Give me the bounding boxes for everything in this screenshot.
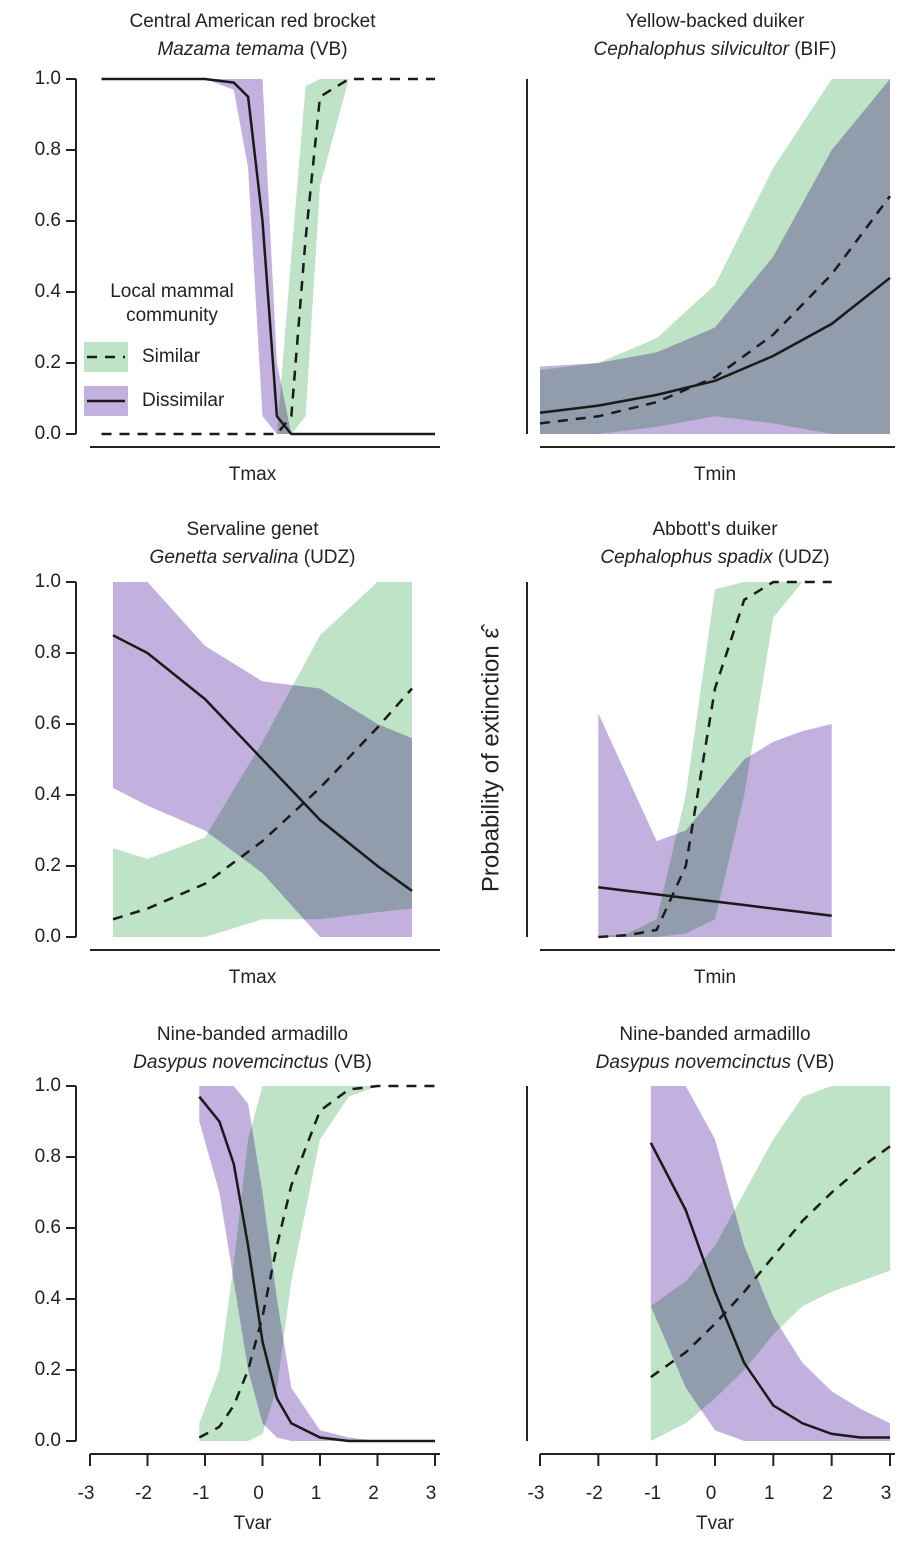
x-tick-label: -3: [78, 1483, 95, 1504]
panel-subtitle: Cephalophus spadix (UDZ): [600, 547, 829, 568]
y-tick-label: 0.8: [35, 139, 61, 160]
species-name: Genetta servalina: [150, 547, 299, 568]
figure: Probability of extinction ε̂ Central Ame…: [0, 0, 911, 1541]
x-axis-label: Tmin: [694, 464, 736, 485]
species-name: Dasypus novemcinctus: [133, 1052, 329, 1073]
x-tick-label: 2: [822, 1483, 833, 1504]
y-tick-label: 0.8: [35, 1146, 61, 1167]
y-tick-label: 0.8: [35, 642, 61, 663]
panel-subtitle: Genetta servalina (UDZ): [150, 547, 356, 568]
panel-title: Yellow-backed duiker: [626, 11, 806, 32]
x-axis-label: Tmin: [694, 967, 736, 988]
legend-label: Similar: [142, 346, 201, 367]
x-tick-label: 1: [311, 1483, 322, 1504]
y-tick-label: 0.4: [35, 1288, 62, 1309]
y-tick-label: 1.0: [35, 1075, 61, 1096]
panel-subtitle: Cephalophus silvicultor (BIF): [594, 39, 837, 60]
panel-subtitle: Mazama temama (VB): [157, 39, 347, 60]
species-name: Cephalophus silvicultor: [594, 39, 790, 60]
x-tick-label: -2: [586, 1483, 603, 1504]
y-tick-label: 1.0: [35, 571, 61, 592]
y-axis-label: Probability of extinction ε̂: [477, 624, 504, 892]
x-tick-label: -1: [193, 1483, 210, 1504]
y-tick-label: 0.2: [35, 855, 61, 876]
y-tick-label: 0.6: [35, 210, 61, 231]
x-tick-label: 3: [881, 1483, 892, 1504]
species-name: Dasypus novemcinctus: [596, 1052, 792, 1073]
y-tick-label: 0.0: [35, 1430, 61, 1451]
legend-title: Local mammal: [110, 281, 234, 302]
x-tick-label: 0: [706, 1483, 717, 1504]
y-tick-label: 0.6: [35, 1217, 61, 1238]
x-tick-label: 0: [253, 1483, 264, 1504]
x-axis-label: Tvar: [234, 1513, 273, 1534]
x-tick-label: 1: [764, 1483, 775, 1504]
x-tick-label: 2: [368, 1483, 379, 1504]
x-tick-label: -1: [644, 1483, 661, 1504]
legend-title: community: [126, 305, 218, 326]
data-source: (BIF): [794, 39, 836, 60]
data-source: (UDZ): [304, 547, 356, 568]
legend-label: Dissimilar: [142, 390, 225, 411]
data-source: (VB): [310, 39, 348, 60]
y-tick-label: 0.2: [35, 1359, 61, 1380]
confidence-band: [102, 79, 436, 434]
data-source: (VB): [796, 1052, 834, 1073]
panel-subtitle: Dasypus novemcinctus (VB): [133, 1052, 372, 1073]
data-source: (VB): [334, 1052, 372, 1073]
x-axis-label: Tvar: [696, 1513, 735, 1534]
x-axis-label: Tmax: [229, 464, 277, 485]
panel-title: Central American red brocket: [129, 11, 376, 32]
data-source: (UDZ): [778, 547, 830, 568]
species-name: Cephalophus spadix: [600, 547, 774, 568]
y-tick-label: 0.2: [35, 352, 61, 373]
y-tick-label: 0.6: [35, 713, 61, 734]
y-tick-label: 0.0: [35, 423, 61, 444]
x-tick-label: 3: [426, 1483, 437, 1504]
x-axis-label: Tmax: [229, 967, 277, 988]
panel-subtitle: Dasypus novemcinctus (VB): [596, 1052, 835, 1073]
panel-title: Nine-banded armadillo: [157, 1024, 348, 1045]
y-tick-label: 0.4: [35, 784, 62, 805]
y-tick-label: 0.4: [35, 281, 62, 302]
species-name: Mazama temama: [157, 39, 304, 60]
panel-title: Abbott's duiker: [652, 519, 778, 540]
panel-title: Servaline genet: [186, 519, 319, 540]
x-tick-label: -3: [528, 1483, 545, 1504]
x-tick-label: -2: [135, 1483, 152, 1504]
y-tick-label: 0.0: [35, 926, 61, 947]
y-tick-label: 1.0: [35, 68, 61, 89]
panel-title: Nine-banded armadillo: [619, 1024, 810, 1045]
